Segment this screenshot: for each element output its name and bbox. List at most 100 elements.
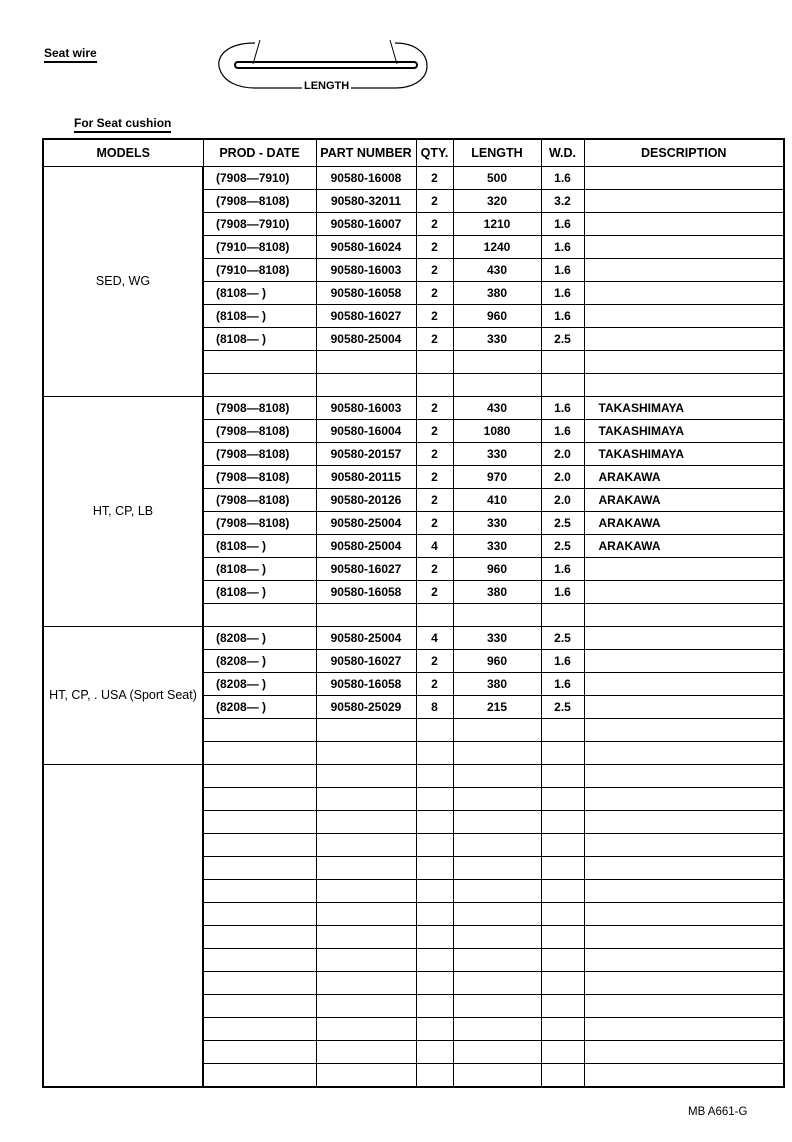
length-cell [452,764,542,788]
length-cell [452,925,542,949]
table-row: (8108— ) 90580-25004 4 330 2.5 ARAKAWA [43,534,785,558]
prod-date-cell: (7908—7910) [202,212,317,236]
prod-date-cell [202,879,317,903]
prod-date-cell [202,902,317,926]
empty-row [43,925,785,949]
qty-cell: 2 [415,235,454,259]
qty-cell [415,741,454,765]
qty-cell: 2 [415,304,454,328]
qty-cell [415,373,454,397]
wd-cell: 2.5 [540,511,585,535]
description-cell: ARAKAWA [583,511,785,535]
qty-cell: 2 [415,465,454,489]
prod-date-cell: (8208— ) [202,649,317,673]
qty-cell: 2 [415,281,454,305]
qty-cell: 2 [415,442,454,466]
description-cell [583,833,785,857]
column-header-wd: W.D. [540,138,585,167]
qty-cell: 2 [415,511,454,535]
length-cell [452,603,542,627]
description-cell [583,971,785,995]
figure-code: MB A661-G [688,1106,748,1118]
wd-cell [540,718,585,742]
prod-date-cell: (7910—8108) [202,235,317,259]
qty-cell: 2 [415,488,454,512]
wd-cell [540,902,585,926]
description-cell [583,994,785,1018]
empty-row [43,1040,785,1064]
length-cell [452,1017,542,1041]
qty-cell [415,1017,454,1041]
length-cell: 970 [452,465,542,489]
description-cell [583,350,785,374]
description-cell: TAKASHIMAYA [583,442,785,466]
prod-date-cell [202,764,317,788]
empty-row [43,948,785,972]
section-title: Seat wire [44,46,97,63]
part-number-cell [315,902,417,926]
prod-date-cell: (7908—8108) [202,465,317,489]
description-cell [583,695,785,719]
description-cell: TAKASHIMAYA [583,419,785,443]
table-row: (8208— ) 90580-16058 2 380 1.6 [43,672,785,696]
qty-cell [415,971,454,995]
part-number-cell [315,810,417,834]
part-number-cell: 90580-16024 [315,235,417,259]
table-row: (7908—8108) 90580-20126 2 410 2.0 ARAKAWA [43,488,785,512]
length-cell [452,350,542,374]
description-cell [583,166,785,190]
prod-date-cell: (8208— ) [202,695,317,719]
qty-cell: 2 [415,327,454,351]
part-number-cell [315,1063,417,1088]
description-cell [583,258,785,282]
qty-cell [415,810,454,834]
qty-cell: 2 [415,396,454,420]
length-cell [452,1063,542,1088]
wd-cell: 2.5 [540,534,585,558]
prod-date-cell [202,787,317,811]
part-number-cell: 90580-25004 [315,511,417,535]
description-cell: TAKASHIMAYA [583,396,785,420]
wd-cell: 1.6 [540,281,585,305]
description-cell [583,557,785,581]
table-row: (8208— ) 90580-16027 2 960 1.6 [43,649,785,673]
wd-cell [540,603,585,627]
length-cell [452,373,542,397]
prod-date-cell [202,373,317,397]
qty-cell [415,787,454,811]
length-cell: 215 [452,695,542,719]
table-row: HT, CP, . USA (Sport Seat) (8208— ) 90580-… [42,626,785,765]
wd-cell [540,810,585,834]
part-number-cell: 90580-32011 [315,189,417,213]
length-cell [452,948,542,972]
part-number-cell [315,350,417,374]
part-number-cell: 90580-16027 [315,304,417,328]
empty-row [42,764,785,1088]
prod-date-cell [202,833,317,857]
length-cell: 330 [452,442,542,466]
length-cell [452,787,542,811]
length-cell: 960 [452,304,542,328]
qty-cell [415,603,454,627]
part-number-cell: 90580-16027 [315,557,417,581]
description-cell [583,1017,785,1041]
part-number-cell [315,1040,417,1064]
prod-date-cell [202,948,317,972]
part-number-cell [315,879,417,903]
wd-cell [540,971,585,995]
part-number-cell: 90580-25029 [315,695,417,719]
description-cell [583,235,785,259]
prod-date-cell [202,1040,317,1064]
description-cell [583,649,785,673]
wd-cell [540,879,585,903]
length-cell: 380 [452,281,542,305]
empty-row [43,741,785,765]
qty-cell [415,856,454,880]
table-row: (7908—8108) 90580-20157 2 330 2.0 TAKASHIMAYA [43,442,785,466]
model-cell: HT, CP, . USA (Sport Seat) [42,626,204,765]
qty-cell [415,948,454,972]
empty-row [43,603,785,627]
wd-cell: 2.0 [540,465,585,489]
length-cell: 960 [452,557,542,581]
part-number-cell: 90580-16003 [315,258,417,282]
